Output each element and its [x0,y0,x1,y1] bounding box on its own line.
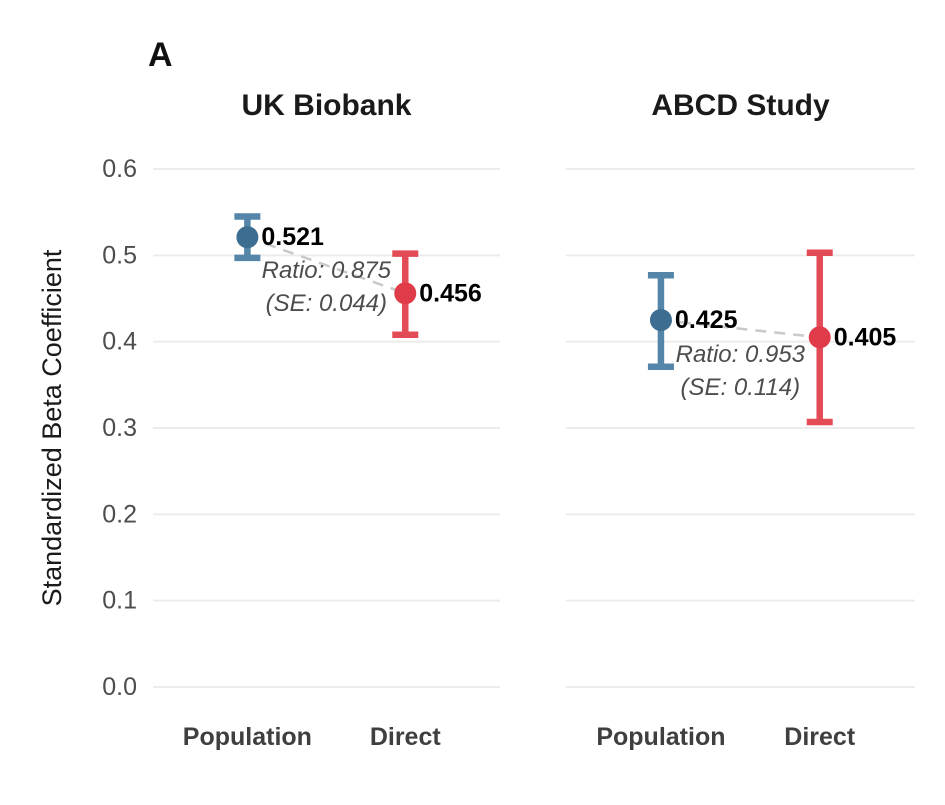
y-tick-label: 0.4 [102,328,137,356]
ratio-annotation-line2: (SE: 0.114) [681,374,801,401]
connector-line [660,318,820,339]
category-label: Direct [784,723,856,751]
value-label: 0.456 [419,279,482,307]
y-tick-label: 0.5 [102,241,137,269]
data-point [394,282,417,305]
y-tick-label: 0.2 [102,500,137,528]
category-label: Population [183,723,312,751]
ratio-annotation-line1: Ratio: 0.875 [262,257,392,284]
data-point [236,226,259,249]
value-label: 0.405 [834,323,897,351]
ratio-annotation-line1: Ratio: 0.953 [676,341,806,368]
data-point [649,309,672,332]
ratio-annotation-line2: (SE: 0.044) [266,290,387,317]
category-label: Direct [370,723,442,751]
value-label: 0.521 [261,223,324,251]
facet-title: UK Biobank [241,89,411,122]
facet-1: ABCD Study 0.425 Population 0.405 Direct Rati… [566,89,915,751]
connector-line [246,236,406,295]
category-label: Population [596,723,725,751]
facet-title: ABCD Study [651,89,830,122]
y-tick-label: 0.3 [102,414,137,442]
y-tick-label: 0.6 [102,155,137,183]
panel-label: A [148,36,173,74]
y-tick-label: 0.0 [102,673,137,701]
y-tick-label: 0.1 [102,587,137,615]
value-label: 0.425 [675,306,738,334]
data-point [808,326,831,349]
facet-0: UK Biobank 0.521 Population 0.456 Direct Rati… [153,89,500,751]
